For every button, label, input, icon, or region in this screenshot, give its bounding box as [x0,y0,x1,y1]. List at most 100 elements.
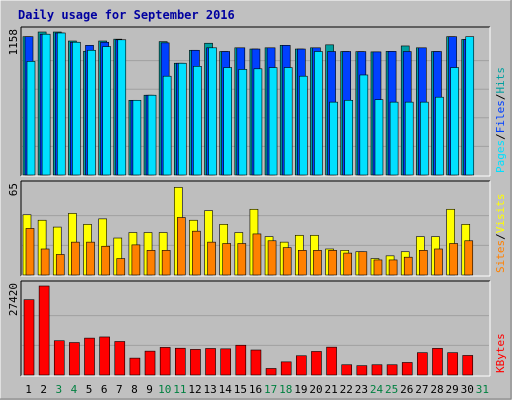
x-tick-label: 20 [309,383,322,396]
bar-kbytes-day-18 [280,361,292,376]
bar-sites-day-7 [116,258,126,276]
x-tick-label: 19 [294,383,307,396]
bar-pages-day-26 [404,101,414,176]
x-tick-label: 6 [101,383,108,396]
x-tick-label: 24 [370,383,384,396]
bar-pages-day-17 [268,67,278,176]
bar-sites-day-20 [313,250,322,276]
legend-entry: Pages [494,140,507,173]
bar-kbytes-day-10 [159,347,171,376]
panels: 1158Pages/Files/Hits65Sites/Visits27420K… [7,26,507,377]
bar-kbytes-day-20 [311,351,322,376]
bar-pages-day-30 [465,36,475,176]
x-tick-label: 11 [173,383,186,396]
x-tick-label: 12 [188,383,201,396]
bar-pages-day-23 [359,74,369,176]
bar-kbytes-day-7 [114,341,126,376]
x-tick-label: 2 [40,383,47,396]
x-tick-label: 9 [146,383,153,396]
legend: Sites/Visits [494,194,507,274]
bar-kbytes-day-28 [432,348,443,376]
bar-kbytes-day-3 [53,340,65,376]
bar-sites-day-19 [298,250,307,276]
bar-sites-day-15 [237,243,247,276]
bar-kbytes-day-15 [235,344,247,376]
bar-kbytes-day-4 [69,342,80,376]
bar-pages-day-7 [117,39,127,176]
bar-pages-day-13 [208,47,217,176]
bar-pages-day-10 [162,75,172,176]
x-tick-label: 8 [131,383,138,396]
legend-entry: Sites [494,240,507,273]
bar-kbytes-day-1 [23,299,35,376]
bar-sites-day-18 [282,247,292,276]
bar-kbytes-day-12 [190,349,201,376]
bar-kbytes-day-27 [417,352,428,376]
chart-title: Daily usage for September 2016 [18,8,235,22]
bar-pages-day-27 [420,101,429,176]
x-tick-label: 28 [430,383,443,396]
x-tick-label: 27 [415,383,428,396]
y-axis-max-label: 27420 [7,283,20,316]
legend-entry: Visits [494,194,507,234]
x-tick-label: 25 [385,383,398,396]
bar-pages-day-15 [238,69,248,176]
bar-sites-day-26 [403,256,413,276]
bar-sites-day-1 [25,228,35,276]
bar-sites-day-11 [176,217,186,276]
bar-kbytes-day-6 [99,336,110,376]
x-tick-label: 29 [446,383,459,396]
bar-pages-day-16 [253,68,263,176]
x-tick-label: 18 [279,383,292,396]
bar-kbytes-day-14 [220,348,231,376]
bar-kbytes-day-2 [38,285,50,376]
bar-sites-day-6 [101,245,110,276]
x-tick-label: 30 [461,383,474,396]
legend-entry: Hits [494,67,507,94]
bar-pages-day-18 [283,67,293,176]
bar-pages-day-19 [299,75,308,176]
bar-kbytes-day-30 [462,355,474,376]
legend-entry: Files [494,100,507,133]
bar-pages-day-12 [193,66,202,176]
bar-pages-day-20 [314,51,323,176]
bar-pages-day-29 [450,67,459,176]
x-tick-label: 4 [71,383,78,396]
bar-pages-day-28 [435,96,444,176]
bar-kbytes-day-17 [265,368,277,376]
bar-sites-day-21 [328,250,337,276]
x-tick-label: 3 [56,383,63,396]
x-tick-label: 26 [400,383,413,396]
bar-sites-day-16 [252,233,262,276]
x-tick-label: 7 [116,383,123,396]
x-axis-labels: 1 2 3 4 5 6 7 8 9 10 11 12 13 14 15 16 17 18 19 20 21 22 23 24 2… [25,383,489,396]
bar-sites-day-2 [40,248,50,276]
x-tick-label: 15 [234,383,247,396]
bar-sites-day-8 [131,244,141,276]
bar-pages-day-1 [26,61,36,176]
bar-kbytes-day-19 [296,355,307,376]
x-tick-label: 17 [264,383,277,396]
x-tick-label: 21 [325,383,338,396]
bar-pages-day-5 [87,49,96,176]
bar-sites-day-29 [449,243,458,276]
bar-kbytes-day-22 [341,364,353,376]
bar-kbytes-day-16 [250,349,262,376]
y-axis-max-label: 65 [7,183,20,196]
x-tick-label: 1 [25,383,32,396]
bar-sites-day-24 [373,259,383,276]
bar-pages-day-6 [102,46,111,176]
bar-sites-day-4 [71,241,80,276]
bar-pages-day-2 [41,33,51,176]
bar-kbytes-day-29 [447,352,458,376]
bar-pages-day-24 [374,99,384,176]
bar-sites-day-28 [434,248,443,276]
bar-sites-day-12 [192,230,201,276]
bar-sites-day-30 [464,240,474,276]
legend: Pages/Files/Hits [494,67,507,173]
bar-kbytes-day-11 [174,347,186,376]
bar-sites-day-25 [388,259,398,276]
bar-pages-day-8 [132,99,142,176]
